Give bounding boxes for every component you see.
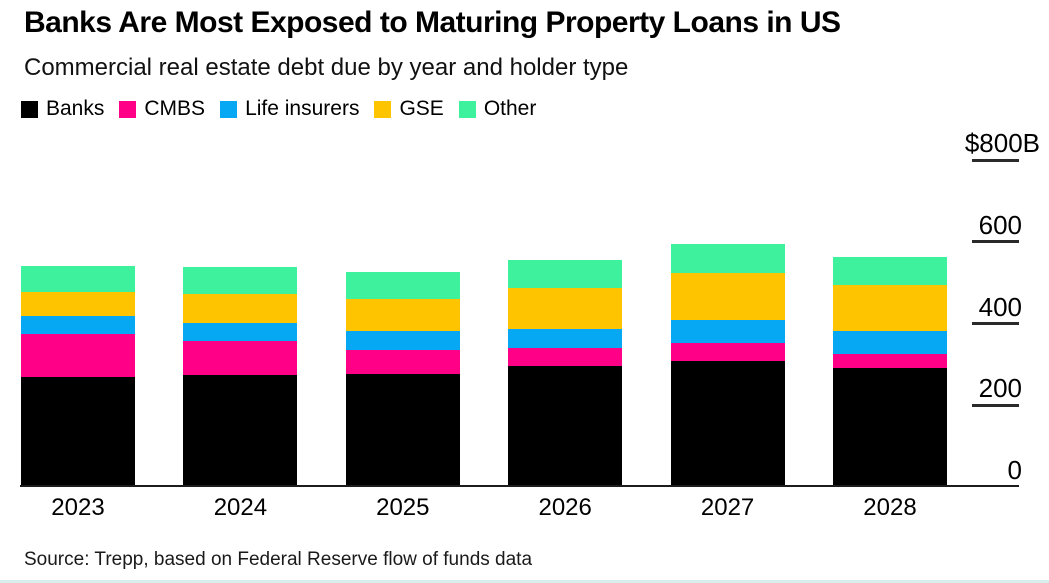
chart-subtitle: Commercial real estate debt due by year … [24,54,629,81]
bar-segment-2023-banks [21,377,135,487]
legend-item-cmbs: CMBS [119,97,205,121]
bar-segment-2026-cmbs [508,348,623,367]
legend-swatch-gse [374,100,392,118]
bar-segment-2025-cmbs [345,350,460,374]
bar-segment-2027-life-insurers [670,320,785,343]
y-axis-label-0: 0 [1007,455,1022,485]
x-axis-label-2027: 2027 [700,494,755,521]
legend-item-life-insurers: Life insurers [220,97,359,121]
bar-segment-2024-cmbs [183,341,298,375]
bar-segment-2024-other [183,267,298,295]
bar-2028 [833,256,947,487]
bar-2025 [345,272,460,487]
bar-segment-2023-other [21,266,135,293]
legend-label: Life insurers [245,97,360,120]
legend-swatch-banks [21,100,38,118]
bar-segment-2023-cmbs [21,334,135,378]
x-axis-label-2025: 2025 [376,494,430,521]
bar-segment-2024-banks [183,374,298,487]
bar-segment-2024-life-insurers [183,323,298,342]
bar-2026 [508,259,623,487]
bar-segment-2028-life-insurers [833,330,947,354]
legend-label: Banks [46,97,105,120]
legend-item-other: Other [458,97,537,121]
source-note: Source: Trepp, based on Federal Reserve … [24,549,533,570]
bar-segment-2026-gse [508,288,623,329]
y-axis-label-800: $800B [964,128,1040,158]
bar-segment-2028-cmbs [833,353,947,369]
y-axis-tick-400 [972,322,1019,325]
y-axis-tick-800 [972,158,1019,162]
legend-swatch-cmbs [119,100,137,118]
legend: Banks CMBS Life insurers GSE Other [21,97,536,121]
x-axis-label-2028: 2028 [863,494,917,521]
legend-item-gse: GSE [374,97,444,121]
x-axis-line [20,485,1019,487]
bar-segment-2026-life-insurers [508,328,623,349]
bar-segment-2026-banks [508,366,623,487]
bar-segment-2024-gse [183,294,298,324]
y-axis-tick-200 [972,403,1019,407]
bar-segment-2025-other [345,272,460,299]
bar-segment-2028-banks [833,368,947,487]
legend-label: Other [483,97,537,120]
bar-segment-2025-banks [345,373,460,487]
bar-segment-2023-life-insurers [21,316,135,335]
x-axis-label-2024: 2024 [213,494,268,521]
bar-2024 [183,267,298,487]
bar-2027 [670,243,785,487]
legend-label: GSE [399,97,444,120]
bar-segment-2023-gse [21,292,135,317]
bar-segment-2028-gse [833,284,947,331]
bar-segment-2027-banks [670,360,785,487]
bar-segment-2028-other [833,256,947,285]
legend-swatch-life-insurers [220,100,238,118]
y-axis-label-600: 600 [978,209,1022,240]
bar-segment-2025-life-insurers [345,331,460,351]
legend-item-banks: Banks [21,97,104,121]
bar-2023 [21,266,135,487]
x-axis-label-2026: 2026 [538,494,592,521]
bar-segment-2027-cmbs [670,342,785,361]
legend-label: CMBS [144,97,206,120]
y-axis-tick-600 [972,240,1019,244]
bar-segment-2026-other [508,259,623,289]
y-axis-label-200: 200 [978,373,1022,404]
legend-swatch-other [458,100,476,118]
chart-title: Banks Are Most Exposed to Maturing Prope… [24,6,841,39]
bar-segment-2025-gse [345,298,460,332]
bottom-border [0,580,1049,583]
bar-segment-2027-gse [670,272,785,321]
bar-segment-2027-other [670,243,785,273]
y-axis-label-400: 400 [978,291,1022,322]
x-axis-label-2023: 2023 [51,494,105,521]
